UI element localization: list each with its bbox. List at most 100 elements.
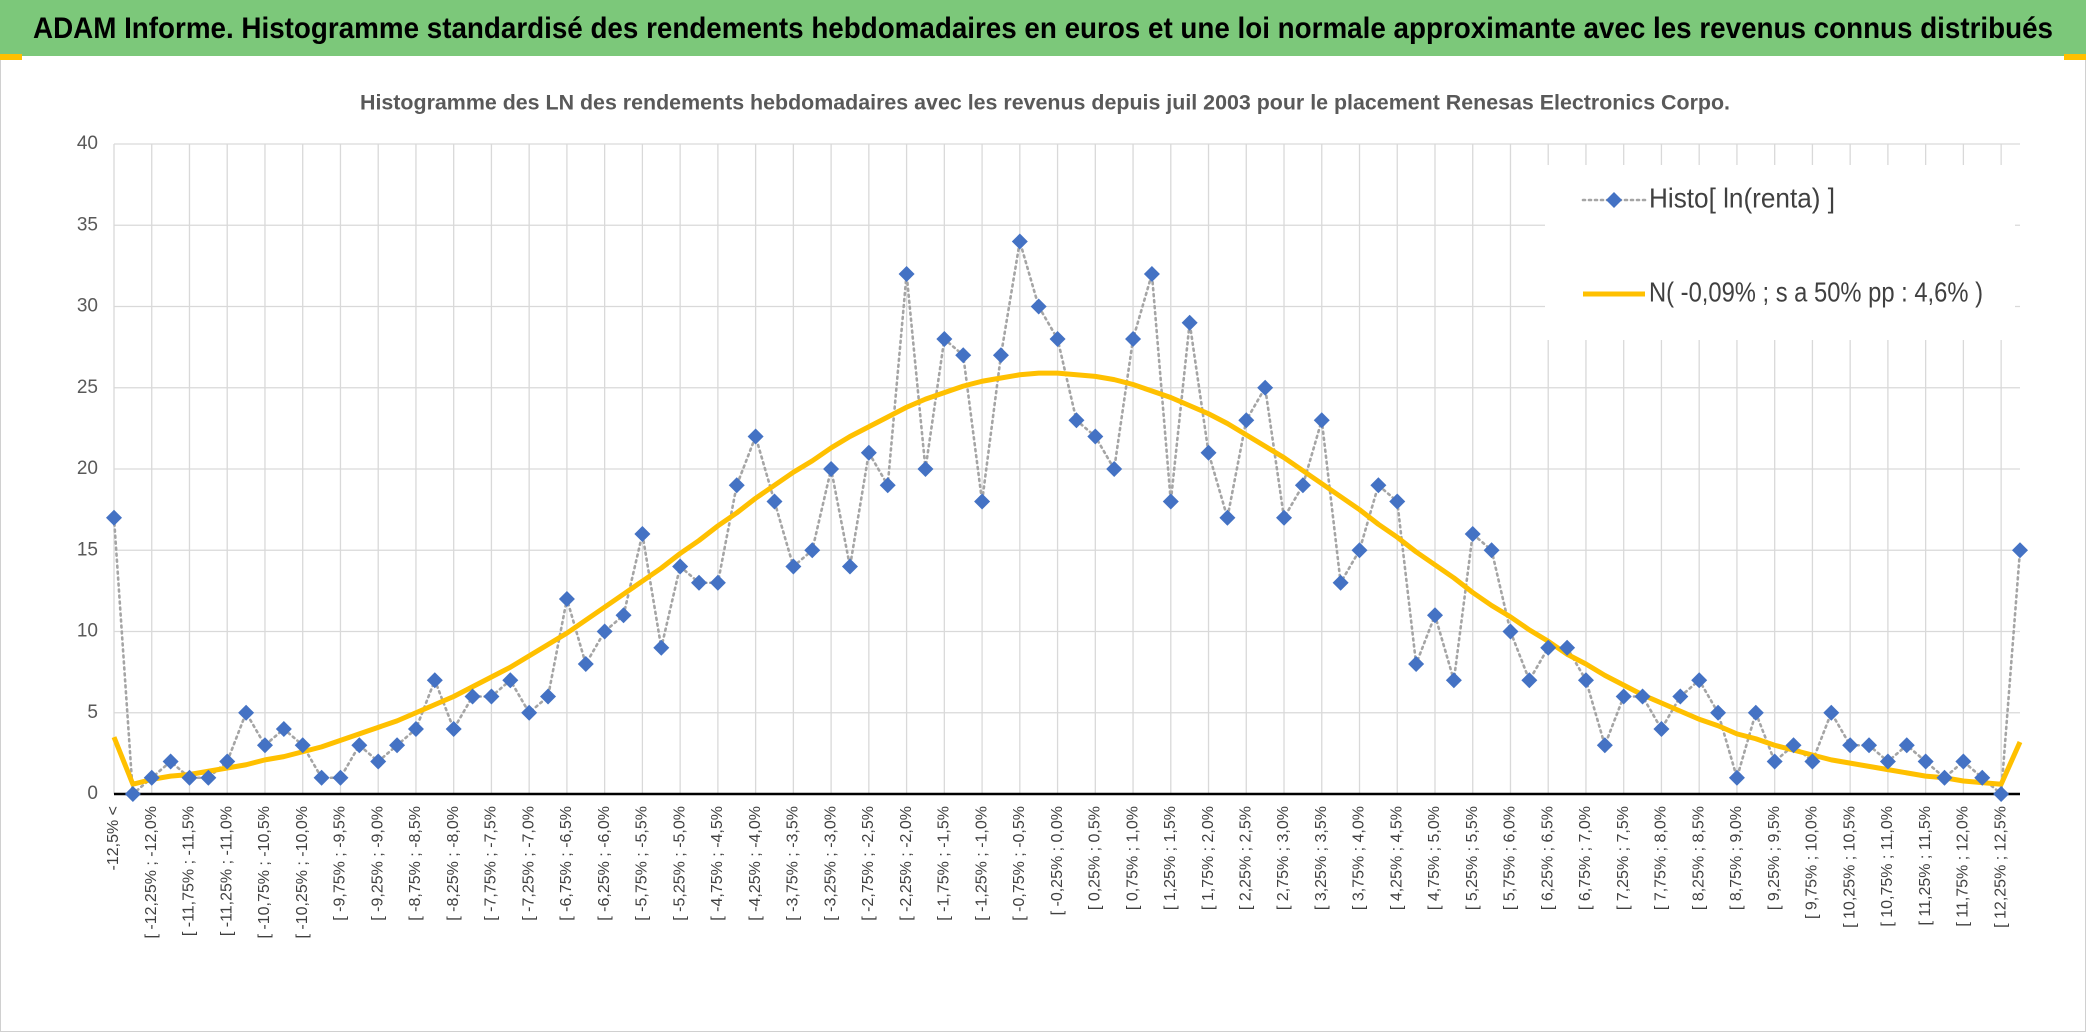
data-point — [1691, 672, 1708, 689]
data-point — [841, 558, 858, 575]
data-point — [294, 737, 311, 754]
data-point — [313, 769, 330, 786]
x-tick-label: [ -11,25% ; -11,0% — [218, 806, 235, 936]
header-title: ADAM Informe. Histogramme standardisé de… — [33, 12, 2053, 45]
x-tick-label: [ -4,25% ; -4,0% — [747, 806, 764, 921]
x-tick-label: [ 9,75% ; 10,0% — [1804, 806, 1821, 919]
header-band — [0, 0, 2086, 56]
data-point — [238, 704, 255, 721]
data-point — [370, 753, 387, 770]
data-point — [747, 428, 764, 445]
data-point — [917, 461, 934, 477]
data-point — [1464, 526, 1481, 542]
x-tick-label: [ -1,75% ; -1,5% — [936, 806, 953, 921]
data-point — [540, 688, 557, 705]
x-tick-label: [ -0,75% ; -0,5% — [1011, 806, 1028, 921]
x-tick-label: [ -8,25% ; -8,0% — [445, 806, 462, 921]
data-point — [1955, 753, 1972, 770]
series-line — [112, 241, 2022, 797]
data-point — [1389, 493, 1406, 510]
x-tick-label: [ 2,25% ; 2,5% — [1237, 806, 1254, 910]
x-tick-label: [ -0,25% ; 0,0% — [1049, 806, 1066, 915]
data-point — [256, 737, 273, 754]
data-point — [992, 347, 1009, 364]
data-point — [898, 266, 915, 282]
data-point — [766, 493, 783, 510]
data-point — [407, 721, 424, 737]
x-tick-label: [ 6,25% ; 6,5% — [1539, 806, 1556, 910]
data-point — [1445, 672, 1462, 689]
x-tick-label: [ 4,25% ; 4,5% — [1388, 806, 1405, 910]
y-tick-label: 15 — [77, 539, 98, 560]
data-point — [1823, 704, 1840, 721]
data-point — [596, 623, 613, 640]
legend-marker — [1606, 192, 1622, 208]
data-point — [1370, 477, 1387, 494]
data-point — [1030, 298, 1047, 315]
x-tick-label: [ 0,75% ; 1,0% — [1124, 806, 1141, 910]
legend: Histo[ ln(renta) ] N( -0,09% ; s a 50% pp… — [1545, 165, 2015, 340]
x-tick-label: [ 3,75% ; 4,0% — [1351, 806, 1368, 910]
x-tick-label: [ 8,75% ; 9,0% — [1728, 806, 1745, 910]
x-tick-label: -12,5% < — [105, 806, 122, 870]
data-point — [1559, 639, 1576, 656]
x-tick-label: [ 6,75% ; 7,0% — [1577, 806, 1594, 910]
data-point — [219, 753, 236, 770]
data-point — [1842, 737, 1859, 754]
y-tick-label: 25 — [77, 377, 98, 398]
data-point — [1974, 769, 1991, 786]
x-tick-label: [ -3,25% ; -3,0% — [822, 806, 839, 921]
data-point — [1294, 477, 1311, 494]
data-point — [1710, 704, 1727, 721]
data-point — [1351, 542, 1368, 559]
data-point — [1615, 688, 1632, 705]
x-tick-label: [ -10,75% ; -10,5% — [256, 806, 273, 939]
data-point — [483, 688, 500, 705]
x-tick-label: [ -2,75% ; -2,5% — [860, 806, 877, 921]
x-tick-label: [ 5,25% ; 5,5% — [1464, 806, 1481, 910]
data-point — [502, 672, 519, 689]
data-point — [804, 542, 821, 559]
legend-label: N( -0,09% ; s a 50% pp : 4,6% ) — [1649, 276, 1983, 307]
y-tick-label: 20 — [77, 458, 98, 479]
x-tick-label: [ -5,75% ; -5,5% — [634, 806, 651, 921]
data-point — [1125, 331, 1142, 347]
data-point — [445, 721, 462, 737]
x-tick-label: [ 5,75% ; 6,0% — [1502, 806, 1519, 910]
data-point — [1106, 461, 1123, 477]
x-tick-label: [ -6,75% ; -6,5% — [558, 806, 575, 921]
x-tick-label: [ -7,75% ; -7,5% — [483, 806, 500, 921]
x-tick-label: [ 10,75% ; 11,0% — [1879, 806, 1896, 927]
data-point — [1238, 412, 1255, 429]
x-tick-label: [ 4,75% ; 5,0% — [1426, 806, 1443, 910]
data-point — [577, 656, 594, 672]
y-tick-label: 0 — [87, 783, 98, 804]
data-point — [1276, 509, 1293, 526]
data-point — [1728, 769, 1745, 786]
data-point — [1804, 753, 1821, 770]
corner-mark — [0, 54, 22, 60]
x-tick-label: [ -8,75% ; -8,5% — [407, 806, 424, 921]
y-tick-label: 35 — [77, 214, 98, 235]
data-point — [1993, 786, 2010, 802]
data-point — [1653, 721, 1670, 737]
data-point — [426, 672, 443, 689]
x-tick-label: [ -10,25% ; -10,0% — [294, 806, 311, 939]
legend-label: Histo[ ln(renta) ] — [1649, 182, 1835, 213]
x-tick-label: [ 11,25% ; 11,5% — [1917, 806, 1934, 925]
data-point — [1219, 509, 1236, 526]
data-point — [1521, 672, 1538, 689]
y-tick-label: 40 — [77, 133, 98, 154]
legend-box — [1545, 165, 2015, 340]
data-point — [1634, 688, 1651, 705]
x-tick-label: [ 10,25% ; 10,5% — [1841, 806, 1858, 928]
data-point — [1898, 737, 1915, 754]
data-point — [162, 753, 179, 770]
x-tick-label: [ -3,75% ; -3,5% — [785, 806, 802, 921]
x-tick-label: [ -9,25% ; -9,0% — [369, 806, 386, 921]
data-point — [1068, 412, 1085, 429]
y-tick-label: 30 — [77, 296, 98, 317]
data-point — [785, 558, 802, 575]
x-tick-label: [ -9,75% ; -9,5% — [332, 806, 349, 921]
